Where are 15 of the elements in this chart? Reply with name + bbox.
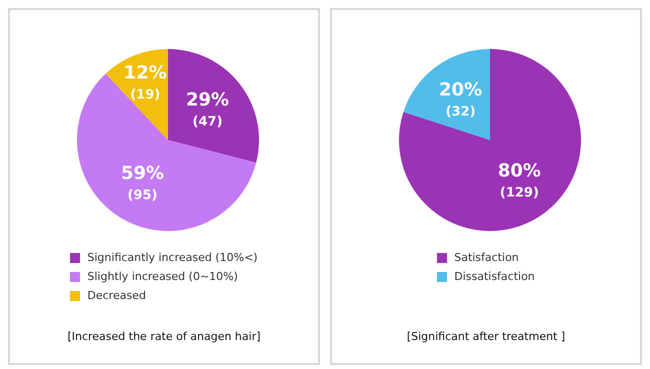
legend-label: Dissatisfaction <box>454 270 535 283</box>
legend-label: Significantly increased (10%<) <box>87 251 258 264</box>
legend-label: Satisfaction <box>454 251 519 264</box>
data-label: 59% (95) <box>120 163 164 204</box>
pie-slice <box>399 49 581 231</box>
legend-label: Slightly increased (0~10%) <box>87 270 238 283</box>
pie-slice <box>403 49 490 140</box>
text: [Significant after treatment ] <box>406 330 566 343</box>
legend-label: Decreased <box>87 289 146 302</box>
data-label: 20% (32) <box>439 80 482 120</box>
text: [Increased the rate of anagen hair] <box>66 330 262 343</box>
data-label: 12% (19) <box>124 62 167 102</box>
data-label: 80% (129) <box>498 160 541 200</box>
pie-slice <box>168 49 259 163</box>
data-label: 29% (47) <box>186 89 230 130</box>
